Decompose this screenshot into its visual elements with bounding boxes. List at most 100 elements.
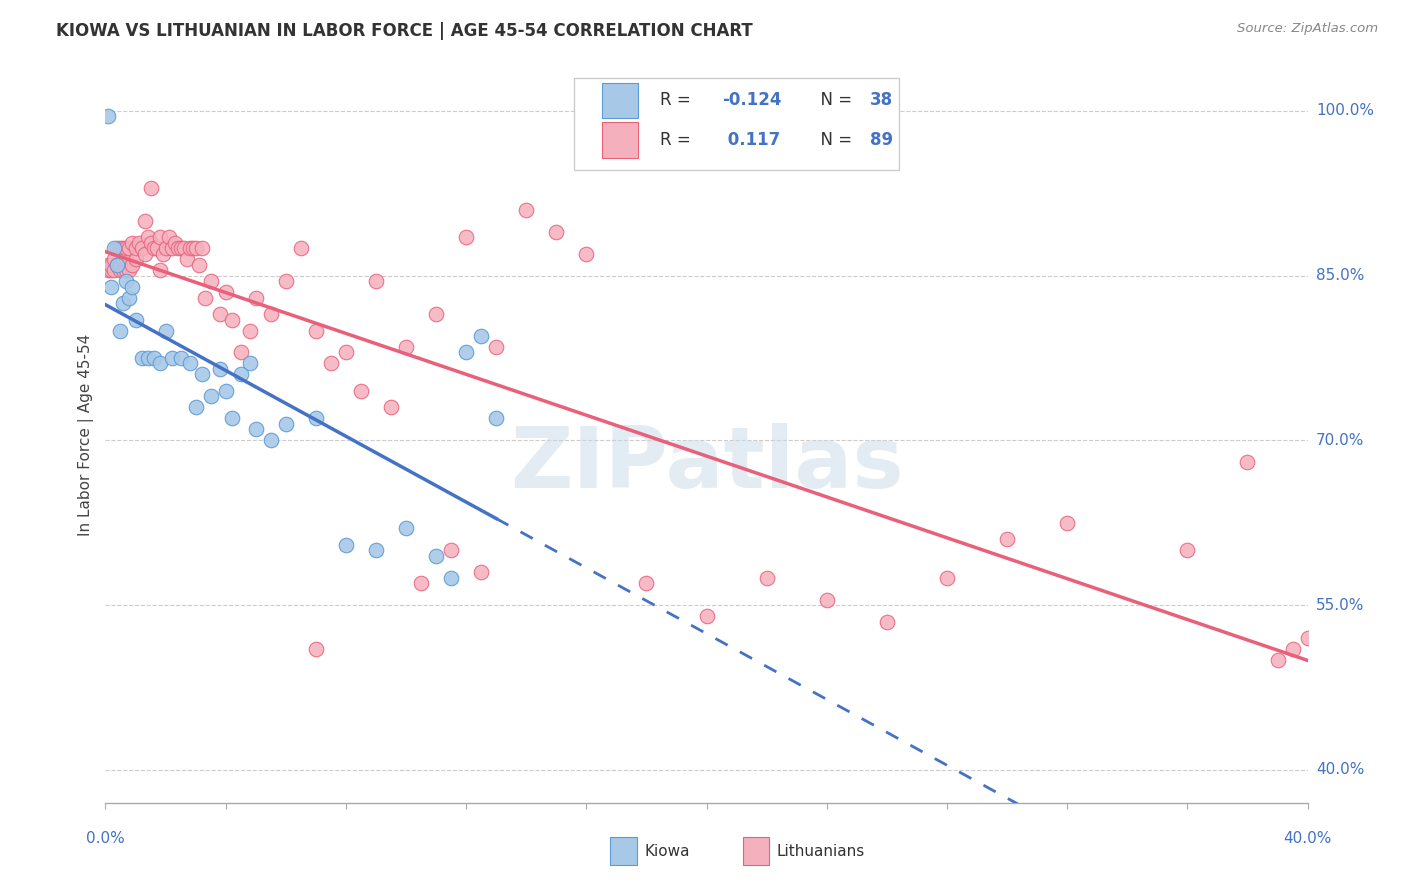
Point xyxy=(160,241,183,255)
Point xyxy=(118,241,141,255)
Point xyxy=(876,615,898,629)
Point xyxy=(179,356,201,370)
Point xyxy=(260,307,283,321)
Point xyxy=(319,356,342,370)
Point xyxy=(409,576,432,591)
Point xyxy=(440,571,463,585)
Point xyxy=(97,263,120,277)
Point xyxy=(208,362,231,376)
Text: 0.117: 0.117 xyxy=(723,131,780,149)
Point xyxy=(425,307,447,321)
Point xyxy=(100,279,122,293)
FancyBboxPatch shape xyxy=(602,122,638,158)
Point xyxy=(124,241,146,255)
Point xyxy=(936,571,959,585)
Point xyxy=(214,384,236,398)
Point xyxy=(103,263,125,277)
Text: R =: R = xyxy=(659,91,696,110)
Point xyxy=(200,274,222,288)
Point xyxy=(112,263,135,277)
Point xyxy=(121,258,143,272)
Text: 89: 89 xyxy=(870,131,893,149)
Point xyxy=(245,422,267,436)
Point xyxy=(152,246,174,260)
Point xyxy=(110,324,132,338)
Point xyxy=(208,307,231,321)
Point xyxy=(239,356,262,370)
Point xyxy=(575,246,598,260)
Point xyxy=(440,543,463,558)
Point xyxy=(221,411,243,425)
Point xyxy=(115,274,138,288)
Point xyxy=(485,340,508,354)
Text: KIOWA VS LITHUANIAN IN LABOR FORCE | AGE 45-54 CORRELATION CHART: KIOWA VS LITHUANIAN IN LABOR FORCE | AGE… xyxy=(56,22,754,40)
Point xyxy=(181,241,204,255)
Point xyxy=(131,351,153,365)
Point xyxy=(169,241,191,255)
Point xyxy=(245,291,267,305)
Point xyxy=(173,241,195,255)
Point xyxy=(115,241,138,255)
Point xyxy=(380,401,402,415)
Point xyxy=(214,285,236,299)
Point xyxy=(124,312,146,326)
Point xyxy=(425,549,447,563)
Point xyxy=(454,345,477,359)
Point xyxy=(260,434,283,448)
Text: R =: R = xyxy=(659,131,696,149)
Point xyxy=(97,258,120,272)
Point xyxy=(364,543,387,558)
Point xyxy=(166,241,188,255)
Point xyxy=(131,241,153,255)
Point xyxy=(350,384,373,398)
Point xyxy=(305,324,328,338)
Point xyxy=(97,109,120,123)
Point xyxy=(148,263,170,277)
Point xyxy=(1175,543,1198,558)
Text: 70.0%: 70.0% xyxy=(1316,433,1364,448)
Point xyxy=(176,252,198,266)
Point xyxy=(134,213,156,227)
Text: 38: 38 xyxy=(870,91,893,110)
Point xyxy=(134,246,156,260)
Point xyxy=(157,230,180,244)
Point xyxy=(335,345,357,359)
Point xyxy=(121,235,143,250)
Point xyxy=(110,241,132,255)
Text: -0.124: -0.124 xyxy=(723,91,782,110)
Point xyxy=(136,230,159,244)
Point xyxy=(200,389,222,403)
Point xyxy=(815,592,838,607)
Point xyxy=(696,609,718,624)
Point xyxy=(274,274,297,288)
Point xyxy=(190,241,212,255)
Point xyxy=(160,351,183,365)
Point xyxy=(290,241,312,255)
Point xyxy=(755,571,778,585)
Text: N =: N = xyxy=(810,91,858,110)
Point xyxy=(470,565,492,579)
Text: 55.0%: 55.0% xyxy=(1316,598,1364,613)
Point xyxy=(274,417,297,431)
Point xyxy=(139,235,162,250)
FancyBboxPatch shape xyxy=(574,78,898,170)
Point xyxy=(515,202,537,217)
Point xyxy=(1267,653,1289,667)
Point xyxy=(184,241,207,255)
Point xyxy=(100,258,122,272)
Point xyxy=(546,225,568,239)
Point xyxy=(163,235,186,250)
Point xyxy=(194,291,217,305)
Point xyxy=(103,252,125,266)
Point xyxy=(395,521,418,535)
Point xyxy=(169,351,191,365)
Point xyxy=(1281,642,1303,657)
Point xyxy=(107,258,129,272)
Point xyxy=(636,576,658,591)
Point xyxy=(229,368,252,382)
Text: 40.0%: 40.0% xyxy=(1316,763,1364,777)
Point xyxy=(121,279,143,293)
Point xyxy=(128,235,150,250)
Point xyxy=(112,296,135,310)
Point xyxy=(995,532,1018,546)
